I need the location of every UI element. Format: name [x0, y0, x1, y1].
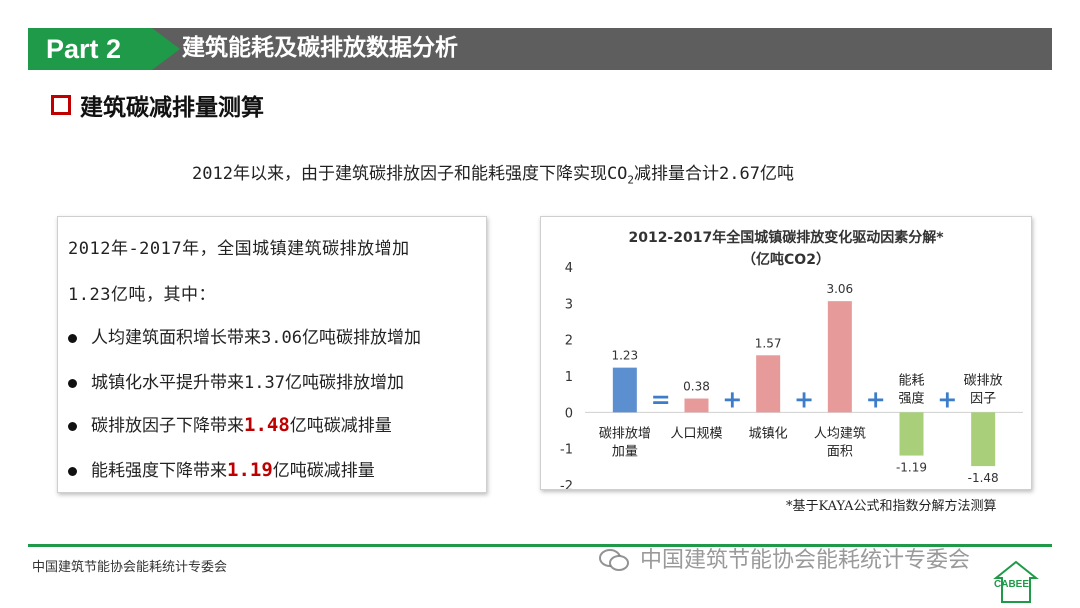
- bullet-dot-icon: [68, 421, 77, 431]
- category-label: 城镇化: [749, 426, 788, 441]
- chart-subtitle: （亿吨CO2）: [742, 251, 830, 268]
- bullet-item: 人均建筑面积增长带来3.06亿吨碳排放增加: [68, 323, 421, 348]
- bar-value-label: 0.38: [683, 380, 710, 394]
- y-tick-label: 3: [565, 297, 573, 312]
- section-title: 建筑碳减排量测算: [80, 94, 264, 121]
- bar: [827, 301, 852, 413]
- page-title: 建筑能耗及碳排放数据分析: [182, 35, 458, 61]
- chart-title: 2012-2017年全国城镇碳排放变化驱动因素分解*: [628, 229, 944, 246]
- decomposition-chart: 2012-2017年全国城镇碳排放变化驱动因素分解* （亿吨CO2） 4 3 2 1 0 -1…: [560, 229, 1023, 489]
- logo-text: CABEE: [994, 579, 1030, 590]
- operator-symbol: +: [937, 385, 957, 413]
- y-tick-label: -2: [560, 479, 573, 489]
- category-label: 碳排放增: [599, 426, 651, 441]
- chart-footnote: *基于KAYA公式和指数分解方法测算: [786, 499, 997, 514]
- bar-value-label: 1.23: [611, 349, 638, 363]
- bar: [684, 398, 709, 413]
- y-tick-label: 1: [565, 370, 573, 385]
- bar-value-label: 3.06: [826, 282, 853, 296]
- y-tick-label: -1: [560, 443, 573, 458]
- operator-symbol: +: [722, 385, 742, 413]
- operator-symbol: =: [651, 385, 671, 413]
- wechat-icon: [599, 549, 629, 571]
- bar: [971, 412, 996, 467]
- bullet-dot-icon: [68, 466, 77, 476]
- y-tick-label: 2: [565, 334, 573, 349]
- category-label: 碳排放: [964, 373, 1003, 388]
- bullet-text: 碳排放因子下降带来: [91, 416, 244, 436]
- bullet-text: 人均建筑面积增长带来3.06亿吨碳排放增加: [91, 328, 421, 348]
- bar-value-label: -1.19: [896, 461, 927, 475]
- summary-after: 减排量合计2.67亿吨: [634, 164, 794, 184]
- bullet-dot-icon: [68, 378, 77, 388]
- analysis-text-box: 2012年-2017年，全国城镇建筑碳排放增加 1.23亿吨，其中： 人均建筑面…: [57, 216, 487, 493]
- category-label: 能耗: [898, 373, 924, 388]
- category-label: 人均建筑: [814, 425, 866, 441]
- operator-symbol: +: [794, 385, 814, 413]
- header-bar: [28, 28, 1052, 70]
- summary-before: 2012年以来，由于建筑碳排放因子和能耗强度下降实现CO: [192, 164, 628, 184]
- category-label: 面积: [827, 444, 853, 459]
- bar: [756, 355, 781, 413]
- highlight-value: 1.19: [227, 459, 273, 481]
- highlight-value: 1.48: [244, 414, 290, 436]
- bullet-item: 碳排放因子下降带来1.48亿吨碳减排量: [68, 411, 392, 436]
- bar-value-label: 1.57: [755, 336, 782, 350]
- bullet-text: 能耗强度下降带来: [91, 461, 227, 481]
- y-tick-label: 0: [565, 406, 573, 421]
- square-bullet-icon: [51, 95, 71, 115]
- bar: [612, 367, 637, 413]
- chart-box: 2012-2017年全国城镇碳排放变化驱动因素分解* （亿吨CO2） 4 3 2 1 0 -1…: [540, 216, 1032, 490]
- bullet-item: 能耗强度下降带来1.19亿吨碳减排量: [68, 456, 375, 481]
- footer-organization: 中国建筑节能协会能耗统计专委会: [32, 560, 228, 575]
- bullet-item: 城镇化水平提升带来1.37亿吨碳排放增加: [68, 368, 404, 393]
- bullet-text: 城镇化水平提升带来1.37亿吨碳排放增加: [91, 373, 404, 393]
- operator-symbol: +: [866, 385, 886, 413]
- bar: [899, 412, 924, 456]
- watermark-text: 中国建筑节能协会能耗统计专委会: [640, 548, 971, 573]
- y-tick-label: 4: [565, 261, 573, 276]
- category-label: 因子: [970, 391, 996, 406]
- bar-value-label: -1.48: [968, 471, 999, 485]
- footer-divider: [28, 544, 1052, 547]
- bullet-text-tail: 亿吨碳减排量: [289, 416, 392, 436]
- category-label: 强度: [898, 390, 924, 406]
- category-label: 加量: [612, 444, 638, 459]
- cabee-logo-icon: [993, 560, 1039, 603]
- bullet-dot-icon: [68, 333, 77, 343]
- text-line-2: 1.23亿吨，其中：: [68, 285, 216, 305]
- part-tag: Part 2: [28, 28, 180, 70]
- text-line-1: 2012年-2017年，全国城镇建筑碳排放增加: [68, 239, 410, 259]
- summary-sub: 2: [627, 173, 635, 187]
- category-label: 人口规模: [670, 426, 722, 441]
- bullet-text-tail: 亿吨碳减排量: [272, 461, 375, 481]
- summary-text: 2012年以来，由于建筑碳排放因子和能耗强度下降实现CO2减排量合计2.67亿吨: [192, 159, 794, 186]
